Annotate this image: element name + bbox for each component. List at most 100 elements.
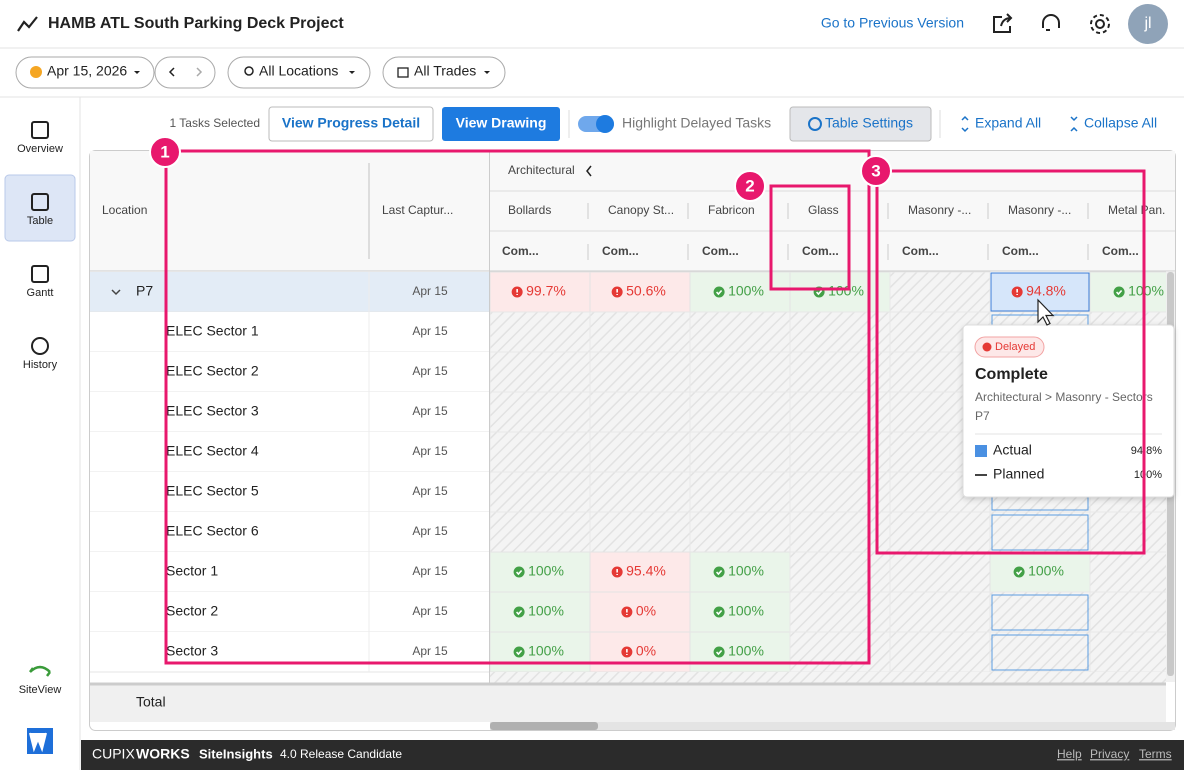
row-chevron[interactable] — [111, 289, 121, 296]
tooltip: Delayed Complete Architectural > Masonry -… — [962, 324, 1175, 498]
button[interactable] — [442, 107, 560, 141]
h-scrollbar — [490, 722, 1175, 730]
cell-value[interactable]: 100% — [528, 563, 564, 579]
caret — [134, 71, 140, 74]
column-subheader: Com... — [502, 244, 539, 258]
trade-filter-label: All Trades — [414, 63, 476, 79]
cell-value[interactable]: 100% — [728, 563, 764, 579]
previous-version-link[interactable]: Go to Previous Version — [821, 15, 964, 31]
button[interactable] — [789, 106, 932, 142]
empty-cell — [490, 511, 591, 553]
row-bg — [90, 632, 490, 672]
location-name[interactable]: P7 — [136, 283, 153, 299]
cell-value[interactable]: 94.8% — [1026, 283, 1066, 299]
annotation-marker — [734, 170, 766, 202]
prev-arrow[interactable] — [168, 67, 175, 77]
empty-cell — [789, 631, 891, 673]
empty-cell — [490, 311, 591, 353]
total-label: Total — [136, 694, 166, 710]
avatar[interactable] — [1128, 4, 1168, 44]
column-header: Masonry -... — [908, 203, 971, 217]
empty-cell — [889, 271, 991, 313]
cell-value[interactable]: 100% — [528, 603, 564, 619]
footer-link[interactable]: Terms — [1139, 747, 1172, 761]
group-chevron[interactable] — [586, 165, 592, 177]
button-label: View Progress Detail — [282, 115, 420, 131]
logo — [17, 16, 38, 32]
column-header: Glass — [808, 203, 839, 217]
annotation-number: 2 — [745, 176, 754, 195]
date-icon — [30, 66, 42, 78]
nav-active — [4, 174, 76, 242]
footer-link[interactable]: Privacy — [1090, 747, 1129, 761]
row-bg — [90, 392, 490, 432]
capture-date: Apr 15 — [412, 364, 448, 378]
nav-icon — [31, 337, 49, 355]
location-name: ELEC Sector 2 — [166, 363, 259, 379]
cell-bg — [689, 271, 791, 313]
capture-date: Apr 15 — [412, 484, 448, 498]
cell-value[interactable]: 100% — [728, 283, 764, 299]
column-subheader: Com... — [702, 244, 739, 258]
cell-value[interactable]: 100% — [528, 643, 564, 659]
expand-all[interactable]: Expand All — [975, 115, 1041, 131]
cell-value[interactable]: 95.4% — [626, 563, 666, 579]
cell-outline — [991, 514, 1089, 551]
location-name: ELEC Sector 6 — [166, 523, 259, 539]
annotation-marker — [860, 155, 892, 187]
location-name: ELEC Sector 4 — [166, 443, 259, 459]
cell-outline — [991, 634, 1089, 671]
empty-cell — [689, 311, 791, 353]
empty-cell — [789, 511, 891, 553]
cell-value[interactable]: 100% — [1128, 283, 1164, 299]
cell-value[interactable]: 0% — [636, 603, 656, 619]
nav-item[interactable]: Overview — [17, 143, 63, 155]
column-header: Masonry -... — [1008, 203, 1071, 217]
partial-row — [490, 672, 1166, 683]
cell-value[interactable]: 100% — [1028, 563, 1064, 579]
cell-value[interactable]: 0% — [636, 643, 656, 659]
empty-cell — [689, 351, 791, 393]
date-picker[interactable] — [15, 56, 155, 89]
cell-bg — [1089, 271, 1166, 313]
date-nav[interactable] — [154, 56, 216, 89]
nav-item[interactable]: History — [23, 359, 58, 371]
location-filter-label: All Locations — [259, 63, 338, 79]
cell-bg — [490, 551, 591, 593]
button[interactable] — [268, 106, 434, 142]
cell-value[interactable]: 50.6% — [626, 283, 666, 299]
location-name: Sector 3 — [166, 643, 218, 659]
cell-value[interactable]: 100% — [728, 603, 764, 619]
empty-cell — [689, 391, 791, 433]
collapse-all[interactable]: Collapse All — [1084, 115, 1157, 131]
empty-cell — [689, 511, 791, 553]
empty-cell — [1089, 591, 1166, 633]
capture-date: Apr 15 — [412, 604, 448, 618]
empty-cell — [1089, 551, 1166, 593]
next-arrow[interactable] — [196, 67, 203, 77]
cell-outline — [991, 594, 1089, 631]
nav-item[interactable]: SiteView — [19, 684, 62, 696]
nav-item[interactable]: Gantt — [27, 287, 54, 299]
cell-value[interactable]: 99.7% — [526, 283, 566, 299]
h-scroll-thumb[interactable] — [490, 722, 598, 730]
footer-link[interactable]: Help — [1057, 747, 1082, 761]
cell-value[interactable]: 100% — [728, 643, 764, 659]
nav-item[interactable]: Table — [27, 215, 53, 227]
empty-cell — [789, 551, 891, 593]
status-glyph — [1115, 289, 1123, 296]
empty-cell — [989, 591, 1091, 633]
badge-label: Delayed — [995, 341, 1035, 353]
caret — [484, 71, 490, 74]
column-header: Bollards — [508, 203, 551, 217]
location-filter[interactable] — [227, 56, 371, 89]
empty-cell — [589, 311, 691, 353]
column-header: Last Captur... — [382, 203, 453, 217]
column-header: Canopy St... — [608, 203, 674, 217]
empty-cell — [490, 431, 591, 473]
trade-filter[interactable] — [382, 56, 506, 89]
status-glyph — [1015, 569, 1023, 576]
empty-cell — [789, 471, 891, 513]
cell-value[interactable]: 100% — [828, 283, 864, 299]
annotation-number: 3 — [871, 161, 880, 180]
